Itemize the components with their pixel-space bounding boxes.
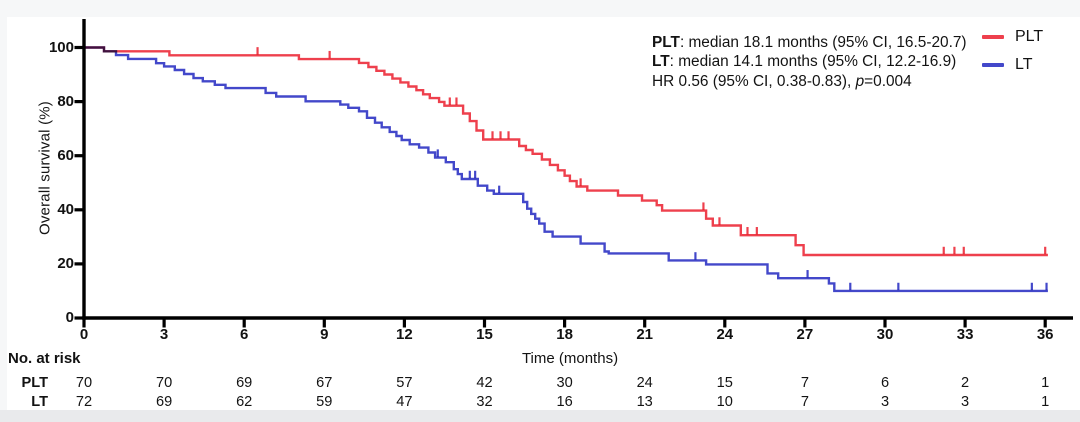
annotation-plt-bold: PLT [652,34,680,51]
x-tick-label: 3 [159,326,169,343]
at-risk-count: 7 [800,394,809,410]
at-risk-count: 1 [1041,375,1050,391]
legend-label-plt: PLT [1015,28,1044,45]
at-risk-count: 42 [476,375,493,391]
at-risk-count: 70 [75,375,93,391]
plt-line-swatch [982,35,1004,39]
x-tick-label: 9 [320,326,329,343]
legend-label-lt: LT [1015,56,1033,73]
annotation-p-italic: p [855,72,865,90]
y-tick-label: 80 [57,92,74,110]
at-risk-count: 70 [155,375,173,391]
x-tick-label: 30 [876,326,894,343]
annotation-plt-text: : median 18.1 months (95% CI, 16.5-20.7) [679,34,967,51]
y-tick-label: 40 [57,200,74,218]
y-tick-label: 0 [65,309,74,326]
at-risk-count: 59 [316,394,333,410]
plt-survival-curve [84,46,1048,257]
at-risk-count: 3 [880,394,890,410]
x-tick-label: 15 [476,326,493,343]
at-risk-count: 15 [716,375,733,391]
x-tick-label: 24 [716,326,734,343]
at-risk-count: 69 [155,394,173,410]
at-risk-count: 24 [636,375,653,391]
at-risk-count: 62 [236,394,253,410]
x-tick-label: 18 [556,326,573,343]
at-risk-count: 3 [961,394,970,410]
y-tick-label: 100 [48,38,74,56]
annotation-line-plt: PLT: median 18.1 months (95% CI, 16.5-20… [652,33,967,52]
at-risk-count: 6 [880,375,890,391]
x-tick-label: 36 [1036,326,1054,343]
annotation-lt-bold: LT [652,53,670,71]
at-risk-count: 16 [556,394,573,410]
annotation-hr-text: HR 0.56 (95% CI, 0.38-0.83), [652,72,856,90]
at-risk-count: 13 [636,394,653,410]
at-risk-count: 57 [396,375,413,391]
x-tick-label: 27 [796,326,814,343]
at-risk-count: 7 [800,375,809,391]
stats-annotation: PLT: median 18.1 months (95% CI, 16.5-20… [652,33,967,91]
annotation-line-lt: LT: median 14.1 months (95% CI, 12.2-16.… [652,52,967,71]
km-figure: Overall survival (%) PLT: median 18.1 mo… [7,17,1080,410]
page-bottom-band [0,410,1080,422]
at-risk-count: 30 [556,375,573,391]
at-risk-count: 69 [236,375,253,391]
annotation-p-value: =0.004 [864,72,912,90]
legend-item-lt: LT [982,55,1032,75]
at-risk-count: 10 [716,394,733,410]
x-tick-label: 6 [240,326,249,343]
x-tick-label: 33 [956,326,974,343]
x-tick-label: 21 [636,326,654,343]
at-risk-header: No. at risk [8,350,81,367]
y-tick-label: 60 [57,146,74,164]
lt-line-swatch [982,63,1004,67]
lt-survival-curve [84,46,1048,293]
at-risk-row-label-plt: PLT [21,375,48,391]
at-risk-row-label-lt: LT [31,394,48,410]
at-risk-count: 1 [1041,394,1050,410]
at-risk-count: 2 [961,375,970,391]
at-risk-count: 47 [396,394,413,410]
at-risk-count: 32 [476,394,493,410]
annotation-line-hr: HR 0.56 (95% CI, 0.38-0.83), p=0.004 [652,72,967,91]
legend-item-plt: PLT [982,27,1043,47]
x-axis-title: Time (months) [521,350,619,367]
at-risk-count: 67 [316,375,333,391]
at-risk-count: 72 [75,394,93,410]
y-tick-label: 20 [57,254,74,272]
x-tick-label: 12 [396,326,413,343]
x-tick-label: 0 [79,326,89,343]
annotation-lt-text: : median 14.1 months (95% CI, 12.2-16.9) [669,53,957,71]
